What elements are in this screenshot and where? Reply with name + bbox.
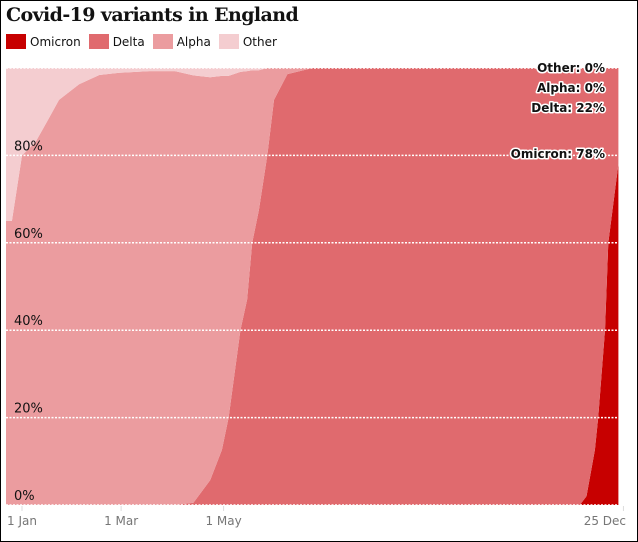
legend-item-other: Other (218, 34, 277, 49)
x-tick-label: 1 Mar (104, 514, 138, 528)
legend-item-alpha: Alpha (152, 34, 211, 49)
legend: Omicron Delta Alpha Other (6, 34, 285, 49)
x-tick-label: 25 Dec (584, 514, 626, 528)
chart-title: Covid-19 variants in England (6, 4, 299, 26)
y-tick-label: 40% (14, 314, 43, 329)
area-layer (6, 68, 619, 505)
y-tick-labels: 0% 20% 40% 60% 80% (14, 139, 43, 504)
end-label-other: Other: 0% (537, 61, 605, 75)
legend-item-omicron: Omicron (6, 34, 81, 49)
legend-swatch-delta (88, 34, 109, 49)
y-tick-label: 60% (14, 227, 43, 242)
y-tick-label: 20% (14, 402, 43, 417)
legend-swatch-alpha (152, 34, 173, 49)
end-label-delta: Delta: 22% (531, 101, 605, 115)
area-delta (6, 68, 619, 505)
y-tick-label: 80% (14, 139, 43, 154)
x-axis: 1 Jan 1 Mar 1 May 25 Dec (7, 506, 626, 528)
legend-label-alpha: Alpha (176, 34, 211, 49)
grid-layer (6, 67, 620, 506)
area-alpha (6, 68, 619, 505)
legend-item-delta: Delta (88, 34, 145, 49)
end-label-alpha: Alpha: 0% (537, 81, 605, 95)
x-tick-label: 1 Jan (7, 514, 37, 528)
end-label-omicron: Omicron: 78% (511, 147, 605, 161)
x-tick-label: 1 May (205, 514, 241, 528)
legend-swatch-omicron (6, 34, 26, 49)
y-tick-label: 0% (14, 489, 35, 504)
legend-label-other: Other (242, 34, 277, 49)
legend-swatch-other (218, 34, 239, 49)
area-other (6, 68, 619, 221)
legend-label-delta: Delta (112, 34, 145, 49)
end-labels: Other: 0% Alpha: 0% Delta: 22% Omicron: 78% (509, 60, 606, 163)
legend-label-omicron: Omicron (30, 34, 81, 49)
